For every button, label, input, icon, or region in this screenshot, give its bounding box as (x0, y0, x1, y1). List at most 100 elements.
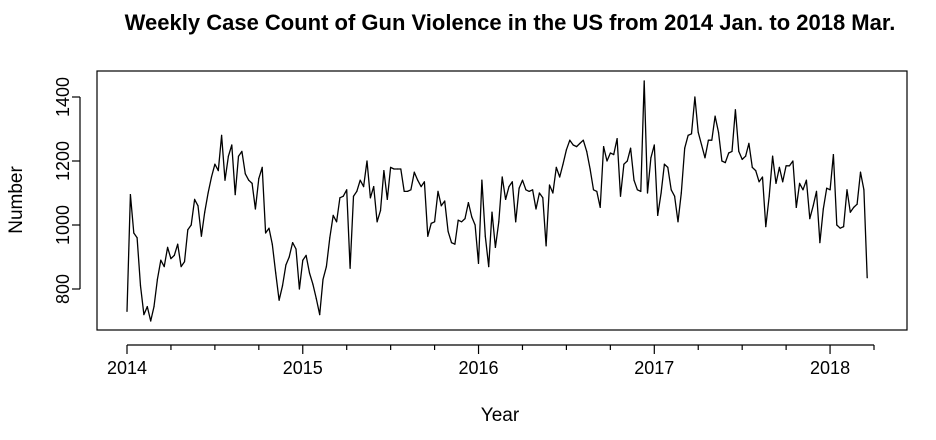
data-point-200 (802, 189, 804, 191)
data-point-42 (268, 227, 270, 229)
data-point-135 (582, 139, 584, 141)
data-point-86 (417, 179, 419, 181)
data-point-45 (278, 299, 280, 301)
data-point-60 (329, 237, 331, 239)
data-point-84 (410, 189, 412, 191)
data-point-185 (751, 166, 753, 168)
data-point-190 (768, 195, 770, 197)
data-point-100 (464, 218, 466, 220)
data-point-112 (505, 198, 507, 200)
data-point-122 (538, 192, 541, 194)
data-point-70 (363, 186, 365, 188)
data-point-186 (755, 170, 757, 172)
data-point-219 (866, 277, 868, 279)
data-point-104 (477, 262, 480, 264)
data-point-95 (447, 230, 449, 232)
data-point-97 (454, 243, 456, 245)
data-point-102 (471, 216, 473, 218)
data-point-147 (623, 163, 625, 165)
data-point-201 (805, 179, 808, 181)
data-point-132 (572, 144, 574, 146)
data-point-115 (515, 221, 517, 223)
data-point-144 (613, 154, 615, 156)
data-point-212 (843, 226, 845, 228)
data-point-213 (846, 189, 848, 191)
data-point-21 (197, 205, 199, 207)
data-point-35 (244, 173, 246, 175)
data-point-63 (339, 197, 341, 199)
data-point-215 (853, 206, 855, 208)
data-point-136 (586, 150, 588, 152)
data-point-167 (690, 133, 693, 135)
data-point-51 (298, 288, 300, 290)
data-point-67 (352, 195, 355, 197)
data-point-197 (792, 160, 794, 162)
x-tick-label-2017: 2017 (634, 358, 674, 378)
data-point-111 (501, 176, 503, 178)
data-point-202 (809, 218, 811, 220)
x-minor-ticks (170, 345, 875, 350)
data-point-8 (153, 306, 155, 308)
data-point-152 (640, 190, 642, 192)
data-point-146 (619, 195, 622, 197)
data-point-52 (302, 259, 304, 261)
data-point-31 (231, 144, 233, 146)
data-point-176 (721, 160, 723, 162)
data-point-38 (254, 208, 256, 210)
data-point-116 (518, 187, 520, 189)
data-point-130 (565, 149, 568, 151)
data-point-175 (717, 131, 720, 133)
x-tick-label-2015: 2015 (283, 358, 323, 378)
data-point-117 (521, 179, 524, 181)
data-point-72 (369, 197, 371, 199)
data-point-187 (758, 181, 760, 183)
data-point-101 (467, 202, 469, 204)
data-point-109 (494, 246, 496, 248)
data-point-174 (714, 115, 716, 117)
data-point-141 (603, 146, 605, 148)
x-axis: 2014 2015 2016 2017 2018 (107, 344, 874, 378)
data-point-20 (194, 198, 196, 200)
data-point-153 (643, 80, 645, 82)
data-point-177 (724, 162, 726, 164)
data-point-159 (663, 163, 666, 165)
data-point-107 (488, 266, 490, 268)
data-point-57 (319, 314, 321, 316)
data-point-150 (633, 179, 635, 181)
data-point-165 (684, 147, 686, 149)
data-point-13 (170, 258, 172, 260)
series-line (126, 80, 868, 322)
data-point-181 (738, 150, 740, 152)
data-point-162 (674, 195, 676, 197)
data-point-24 (207, 192, 209, 194)
data-point-76 (383, 170, 385, 172)
data-point-188 (761, 176, 764, 178)
data-point-62 (336, 221, 338, 223)
data-point-193 (778, 166, 781, 168)
data-point-163 (677, 221, 679, 223)
data-point-204 (815, 190, 818, 192)
data-point-168 (694, 96, 696, 98)
data-point-203 (812, 205, 814, 207)
data-point-210 (836, 224, 838, 226)
data-point-19 (190, 224, 192, 226)
data-point-198 (795, 206, 797, 208)
data-point-124 (545, 245, 547, 247)
data-point-16 (180, 266, 182, 268)
data-point-50 (295, 248, 297, 250)
data-point-172 (707, 139, 710, 141)
data-point-75 (379, 210, 382, 212)
data-point-184 (748, 142, 750, 144)
data-point-74 (376, 221, 378, 223)
data-point-139 (596, 190, 598, 192)
data-point-44 (275, 272, 277, 274)
data-point-98 (457, 219, 459, 221)
data-point-68 (356, 190, 358, 192)
data-point-134 (579, 142, 581, 144)
data-point-61 (332, 214, 334, 216)
data-point-58 (322, 278, 324, 280)
data-point-155 (650, 157, 652, 159)
data-point-91 (434, 221, 436, 223)
data-point-43 (271, 243, 273, 245)
data-point-82 (403, 190, 405, 192)
